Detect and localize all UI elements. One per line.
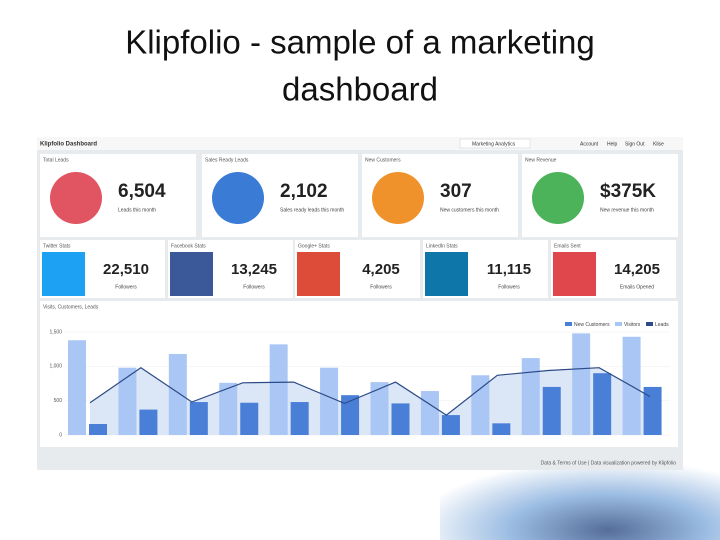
social-value: 13,245	[231, 261, 277, 278]
tile-title: New Customers	[365, 157, 401, 163]
legend-label: New Customers	[574, 322, 610, 328]
logo: Klipfolio Dashboard	[40, 142, 97, 148]
social-sub: Followers	[498, 284, 520, 290]
tile-title: Facebook Stats	[171, 243, 206, 249]
bar	[168, 353, 187, 435]
kpi-value: 2,102	[280, 181, 328, 202]
social-sub: Followers	[243, 284, 265, 290]
legend-label: Visitors	[624, 322, 641, 328]
y-tick-label: 1,000	[49, 364, 62, 370]
bar	[89, 424, 107, 435]
icon	[50, 172, 102, 224]
tab[interactable]	[459, 138, 531, 149]
social-sub: Followers	[115, 284, 137, 290]
nav-link[interactable]: Account	[580, 141, 599, 147]
legend-label: Leads	[655, 322, 669, 328]
tab-label[interactable]: Marketing Analytics	[472, 141, 516, 147]
y-tick-label: 0	[59, 432, 62, 438]
icon	[170, 252, 213, 296]
tile-title: Sales Ready Leads	[205, 157, 249, 163]
kpi-value: 307	[440, 181, 472, 202]
nav-link[interactable]: Help	[607, 141, 618, 147]
icon	[372, 172, 424, 224]
bar	[391, 403, 410, 435]
kpi-sub: Leads this month	[118, 207, 156, 213]
bar	[521, 358, 540, 435]
icon	[42, 252, 85, 296]
bar	[320, 367, 339, 435]
kpi-sub: New revenue this month	[600, 207, 654, 213]
kpi-value: $375K	[600, 181, 656, 202]
legend-swatch	[615, 322, 622, 326]
bar	[420, 391, 439, 435]
bar	[593, 373, 612, 435]
bar	[269, 344, 288, 435]
nav-link[interactable]: Klise	[653, 141, 664, 147]
bar	[189, 402, 208, 435]
bar	[492, 423, 511, 435]
bar	[643, 386, 662, 435]
tile-title: Twitter Stats	[43, 243, 71, 249]
bar	[219, 382, 238, 435]
legend-swatch	[565, 322, 572, 326]
icon	[553, 252, 596, 296]
bar	[441, 415, 460, 435]
leads-line	[89, 366, 651, 416]
icon	[425, 252, 468, 296]
social-sub: Followers	[370, 284, 392, 290]
social-value: 14,205	[614, 261, 660, 278]
social-sub: Emails Opened	[620, 284, 654, 290]
legend-swatch	[646, 322, 653, 326]
slide-title: Klipfolio - sample of a marketing	[125, 24, 595, 61]
y-tick-label: 1,500	[49, 329, 62, 335]
tile-title: Total Leads	[43, 157, 69, 163]
bar	[118, 367, 137, 435]
tile-title: Google+ Stats	[298, 243, 330, 249]
bar	[290, 402, 309, 435]
bar	[139, 409, 158, 435]
bar	[370, 382, 389, 435]
social-value: 4,205	[362, 261, 400, 278]
bar	[572, 333, 591, 435]
y-tick-label: 500	[54, 398, 63, 404]
chart-title: Visits, Customers, Leads	[43, 304, 99, 310]
icon	[212, 172, 264, 224]
bar	[471, 375, 490, 435]
bar	[240, 402, 259, 435]
kpi-sub: New customers this month	[440, 207, 499, 213]
icon	[532, 172, 584, 224]
kpi-value: 6,504	[118, 181, 166, 202]
nav-link[interactable]: Sign Out	[625, 141, 645, 147]
tile-title: Emails Sent	[554, 243, 581, 249]
bar	[341, 395, 360, 435]
bar	[68, 340, 86, 435]
bar	[542, 386, 561, 435]
footer: Data & Terms of Use | Data visualization…	[541, 460, 677, 466]
tile-title: LinkedIn Stats	[426, 243, 458, 249]
icon	[297, 252, 340, 296]
social-value: 11,115	[487, 261, 531, 278]
social-value: 22,510	[103, 261, 149, 278]
slide-title: dashboard	[282, 71, 438, 108]
tile-title: New Revenue	[525, 157, 557, 163]
kpi-sub: Sales ready leads this month	[280, 207, 344, 213]
